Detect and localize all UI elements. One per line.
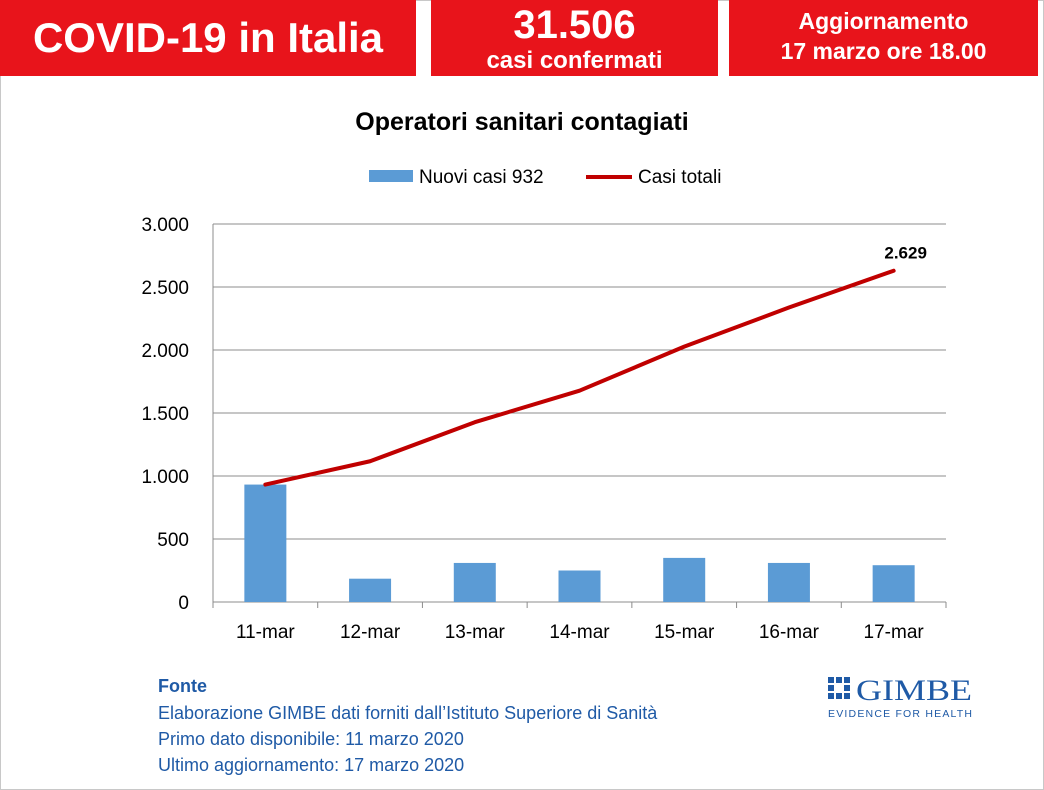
chart: 0 500 1.000 1.500 2.000 2.500 3.000 11-mar 12-ma… — [141, 167, 947, 643]
header-cases-box: 31.506 casi confermati — [431, 0, 718, 76]
gimbe-logo-tagline: EVIDENCE FOR HEALTH — [828, 708, 972, 720]
chart-title: Operatori sanitari contagiati — [355, 108, 689, 136]
data-label: 2.629 — [884, 244, 927, 263]
x-tick-label: 13-mar — [445, 622, 506, 643]
source-line-1: Elaborazione GIMBE dati forniti dall’Ist… — [158, 703, 658, 723]
bar — [453, 562, 496, 602]
legend-swatch-bar — [369, 170, 413, 182]
gimbe-logo: GIMBE EVIDENCE FOR HEALTH — [828, 675, 972, 720]
gimbe-logo-name: GIMBE — [856, 675, 972, 707]
header-title-box: COVID-19 in Italia — [0, 0, 416, 76]
header-update-box: Aggiornamento 17 marzo ore 18.00 — [729, 0, 1038, 76]
y-tick-label: 1.500 — [141, 404, 189, 425]
source-heading: Fonte — [158, 676, 207, 696]
header-title: COVID-19 in Italia — [32, 14, 384, 61]
x-tick-label: 17-mar — [864, 622, 925, 643]
x-tick-label: 16-mar — [759, 622, 820, 643]
source-line-3: Ultimo aggiornamento: 17 marzo 2020 — [158, 755, 465, 775]
y-tick-label: 2.500 — [141, 278, 189, 299]
cases-label: casi confermati — [486, 47, 663, 74]
legend-label-line: Casi totali — [638, 167, 721, 188]
x-tick-label: 15-mar — [654, 622, 715, 643]
series-line-casi-totali — [263, 268, 896, 487]
y-tick-label: 2.000 — [141, 341, 189, 362]
legend-label-bar: Nuovi casi 932 — [419, 167, 544, 188]
bar — [663, 557, 706, 602]
bar — [244, 484, 287, 602]
bar — [767, 562, 810, 602]
source-line-2: Primo dato disponibile: 11 marzo 2020 — [158, 729, 464, 749]
bar — [872, 565, 915, 602]
y-tick-label: 0 — [178, 593, 189, 614]
gimbe-logo-mark — [828, 677, 850, 699]
x-tick-label: 12-mar — [340, 622, 401, 643]
x-tick-label: 14-mar — [549, 622, 610, 643]
update-label: Aggiornamento — [798, 8, 969, 34]
x-tick-label: 11-mar — [236, 622, 295, 643]
y-tick-label: 3.000 — [141, 215, 189, 236]
y-tick-label: 500 — [157, 530, 189, 551]
y-tick-label: 1.000 — [141, 467, 189, 488]
bar — [558, 570, 601, 602]
bar — [349, 578, 392, 602]
update-date: 17 marzo ore 18.00 — [780, 38, 987, 64]
cases-number: 31.506 — [513, 3, 636, 47]
